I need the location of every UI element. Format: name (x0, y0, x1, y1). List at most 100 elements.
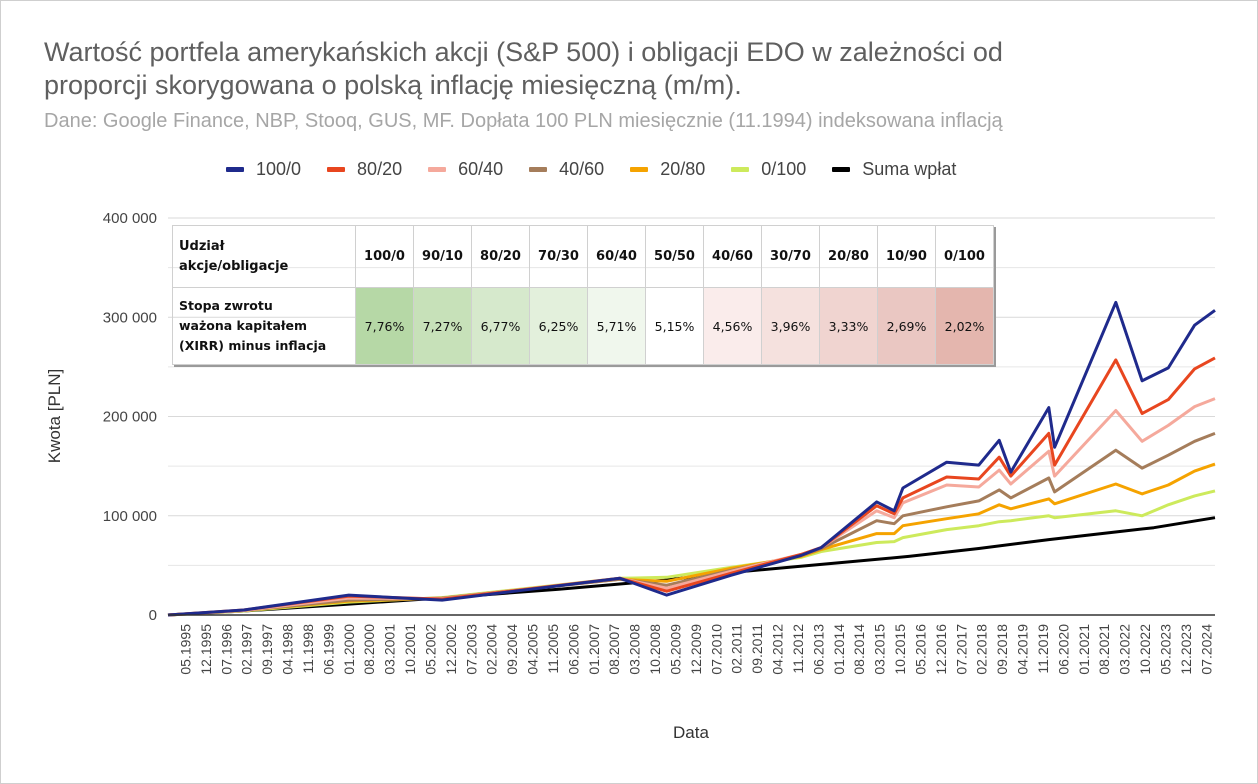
table-column-header: 20/80 (819, 225, 878, 288)
x-tick-label: 01.2000 (341, 624, 357, 675)
table-cell-xirr: 5,15% (645, 287, 704, 365)
legend-swatch (327, 167, 346, 172)
legend-label: 80/20 (357, 159, 403, 179)
legend-label: 100/0 (256, 159, 302, 179)
x-tick-label: 10.2022 (1137, 624, 1153, 675)
table-column-header: 50/50 (645, 225, 704, 288)
x-tick-label: 01.2007 (586, 624, 602, 675)
legend-swatch (731, 167, 750, 172)
x-tick-label: 07.2010 (708, 624, 724, 675)
series-line-100-0 (167, 300, 1216, 617)
y-tick-label: 300 000 (103, 309, 157, 326)
legend-swatch (529, 167, 548, 172)
x-tick-label: 06.2006 (565, 624, 581, 675)
y-tick-label: 200 000 (103, 409, 157, 426)
x-tick-label: 02.1997 (239, 624, 255, 675)
row-header-line: (XIRR) minus inflacja (179, 338, 327, 353)
table-column-header: 70/30 (529, 225, 588, 288)
legend-item: 40/60 (529, 159, 604, 180)
x-tick-label: 03.2001 (382, 624, 398, 675)
table-column-header: 80/20 (471, 225, 530, 288)
x-tick-label: 12.2009 (688, 624, 704, 675)
legend-label: 20/80 (660, 159, 706, 179)
table-column-header: 90/10 (413, 225, 472, 288)
legend-swatch (832, 167, 851, 172)
chart-title-line-2: proporcji skorygowana o polską inflację … (44, 70, 742, 100)
x-tick-label: 09.1997 (259, 624, 275, 675)
y-axis-ticks: 0 100 000 200 000 300 000 400 000 (103, 210, 157, 624)
x-tick-label: 06.2020 (1055, 624, 1071, 675)
legend-label: 0/100 (761, 159, 807, 179)
row-header-line: ważona kapitałem (179, 318, 308, 333)
table-cell-xirr: 3,96% (761, 287, 820, 365)
x-tick-label: 04.2012 (770, 624, 786, 675)
x-tick-label: 03.2022 (1117, 624, 1133, 675)
table-cell-xirr: 6,25% (529, 287, 588, 365)
series-line-0-100 (167, 489, 1216, 617)
x-tick-label: 10.2015 (892, 624, 908, 675)
row-header-line: Stopa zwrotu (179, 298, 273, 313)
legend: 100/0 80/20 60/40 40/60 20/80 0/100 Suma wpłat (226, 159, 982, 180)
legend-label: Suma wpłat (862, 159, 957, 179)
x-tick-label: 03.2015 (872, 624, 888, 675)
x-tick-label: 08.2014 (851, 624, 867, 675)
row-header-line: akcje/obligacje (179, 258, 289, 274)
x-tick-label: 08.2007 (606, 624, 622, 675)
x-tick-label: 01.2014 (831, 624, 847, 675)
table-cell-xirr: 7,76% (355, 287, 414, 365)
legend-item: 60/40 (428, 159, 503, 180)
table-cell-xirr: 7,27% (413, 287, 472, 365)
y-tick-label: 400 000 (103, 210, 157, 227)
chart-title-line-1: Wartość portfela amerykańskich akcji (S&… (44, 37, 1003, 67)
legend-item: Suma wpłat (832, 159, 956, 180)
chart-title: Wartość portfela amerykańskich akcji (S&… (44, 36, 1003, 102)
x-tick-label: 06.2013 (810, 624, 826, 675)
legend-item: 80/20 (327, 159, 402, 180)
x-tick-label: 11.2019 (1035, 624, 1051, 674)
table-header-row: Udział akcje/obligacje 100/0 90/10 80/20 70… (172, 225, 994, 288)
legend-item: 0/100 (731, 159, 806, 180)
x-tick-label: 11.2012 (790, 624, 806, 674)
series-line-60-40 (167, 397, 1216, 617)
chart-subtitle: Dane: Google Finance, NBP, Stooq, GUS, M… (44, 110, 1003, 132)
x-tick-label: 12.2016 (933, 624, 949, 675)
table-column-header: 100/0 (355, 225, 414, 288)
x-tick-label: 09.2011 (749, 624, 765, 674)
legend-label: 60/40 (458, 159, 504, 179)
x-tick-label: 12.2002 (443, 624, 459, 675)
x-tick-label: 05.2002 (422, 624, 438, 675)
x-tick-label: 07.1996 (218, 624, 234, 675)
x-tick-label: 01.2021 (1076, 624, 1092, 675)
x-tick-label: 02.2004 (484, 624, 500, 675)
x-axis-title: Data (673, 723, 709, 742)
x-tick-label: 11.2005 (545, 624, 561, 674)
returns-table: Udział akcje/obligacje 100/0 90/10 80/20 70… (172, 225, 994, 365)
legend-label: 40/60 (559, 159, 605, 179)
table-row-header-allocation: Udział akcje/obligacje (172, 225, 356, 288)
x-tick-label: 08.2000 (361, 624, 377, 675)
table-column-header: 30/70 (761, 225, 820, 288)
table-row-header-xirr: Stopa zwrotu ważona kapitałem (XIRR) min… (172, 287, 356, 365)
x-tick-label: 07.2017 (953, 624, 969, 675)
x-tick-label: 04.1998 (280, 624, 296, 675)
x-tick-label: 08.2021 (1096, 624, 1112, 675)
table-column-header: 10/90 (877, 225, 936, 288)
legend-swatch (428, 167, 447, 172)
x-tick-label: 07.2024 (1198, 624, 1214, 675)
table-cell-xirr: 2,69% (877, 287, 936, 365)
x-tick-label: 10.2001 (402, 624, 418, 675)
x-tick-label: 12.2023 (1178, 624, 1194, 675)
y-tick-label: 100 000 (103, 508, 157, 525)
x-tick-label: 11.1998 (300, 624, 316, 674)
table-cell-xirr: 5,71% (587, 287, 646, 365)
table-cell-xirr: 6,77% (471, 287, 530, 365)
x-tick-label: 02.2018 (974, 624, 990, 675)
table-cell-xirr: 4,56% (703, 287, 762, 365)
y-axis-title: Kwota [PLN] (45, 369, 64, 464)
legend-swatch (630, 167, 649, 172)
x-tick-label: 07.2003 (463, 624, 479, 675)
series-line-suma-wp-at (167, 516, 1216, 617)
x-tick-label: 10.2008 (647, 624, 663, 675)
table-cell-xirr: 3,33% (819, 287, 878, 365)
